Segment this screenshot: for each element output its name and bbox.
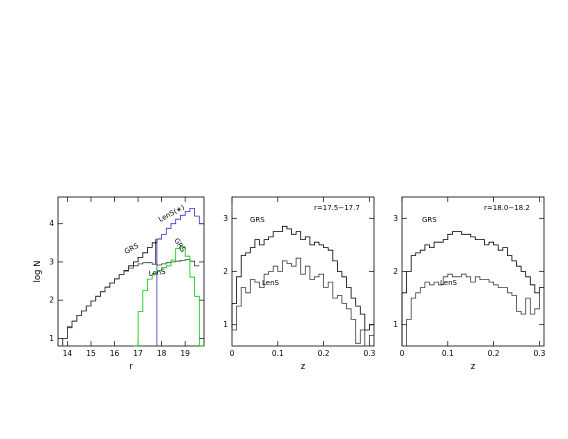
x-tick-label: 17 bbox=[133, 349, 143, 358]
series-grs-line bbox=[62, 238, 162, 346]
y-tick-label: 2 bbox=[223, 267, 228, 276]
series-grs-line bbox=[231, 225, 374, 346]
annotation-label: r=18.0−18.2 bbox=[484, 204, 530, 212]
annotation-label: r=17.5−17.7 bbox=[314, 204, 360, 212]
annotation-label: LenS bbox=[262, 279, 280, 287]
annotation-label: LenS bbox=[148, 268, 166, 278]
plot-frame bbox=[57, 196, 205, 347]
x-tick-label: 0.2 bbox=[318, 349, 330, 358]
x-tick-label: 14 bbox=[63, 349, 73, 358]
y-tick-label: 1 bbox=[223, 320, 228, 329]
x-tick-label: 18 bbox=[157, 349, 167, 358]
x-tick-label: 15 bbox=[86, 349, 96, 358]
x-tick-label: 0 bbox=[400, 349, 405, 358]
y-tick-label: 3 bbox=[223, 214, 228, 223]
panel-z-distribution-17.5: 0 0.1 0.2 0.3 1 2 3 z r=17.5−17.7 GRS LenS bbox=[223, 196, 376, 372]
annotation-label: LenS bbox=[440, 279, 458, 287]
series-grs-line bbox=[133, 246, 204, 347]
y-tick-label: 1 bbox=[49, 334, 54, 343]
y-tick-label: 3 bbox=[393, 214, 398, 223]
series-lens-line bbox=[402, 273, 544, 347]
x-tick-label: 0.1 bbox=[442, 349, 454, 358]
annotation-label: GRS bbox=[123, 242, 140, 256]
annotation-label: LenS(∗) bbox=[157, 203, 186, 223]
y-tick-label: 3 bbox=[49, 257, 54, 266]
x-tick-label: 0.3 bbox=[533, 349, 545, 358]
series-grs-line bbox=[401, 231, 544, 346]
x-axis-label: z bbox=[471, 362, 476, 372]
annotation-label: GRS bbox=[250, 216, 265, 224]
x-tick-label: 0.1 bbox=[272, 349, 284, 358]
x-tick-label: 0.2 bbox=[488, 349, 500, 358]
x-tick-label: 0 bbox=[230, 349, 235, 358]
y-tick-label: 1 bbox=[393, 320, 398, 329]
y-tick-label: 2 bbox=[49, 296, 54, 305]
x-tick-label: 19 bbox=[180, 349, 190, 358]
series-lens-line bbox=[62, 259, 200, 346]
annotation-label: GRS bbox=[422, 216, 437, 224]
series-lens--line bbox=[156, 208, 204, 346]
x-axis-label: z bbox=[301, 362, 306, 372]
series-lens-line bbox=[231, 257, 374, 347]
y-axis-label: log N bbox=[33, 260, 43, 282]
y-tick-label: 2 bbox=[393, 267, 398, 276]
panel-z-distribution-18.0: 0 0.1 0.2 0.3 1 2 3 z r=18.0−18.2 GRS LenS bbox=[393, 196, 546, 372]
x-tick-label: 16 bbox=[110, 349, 120, 358]
x-axis-label: r bbox=[129, 362, 133, 372]
x-tick-label: 0.3 bbox=[363, 349, 375, 358]
y-tick-label: 4 bbox=[49, 219, 54, 228]
